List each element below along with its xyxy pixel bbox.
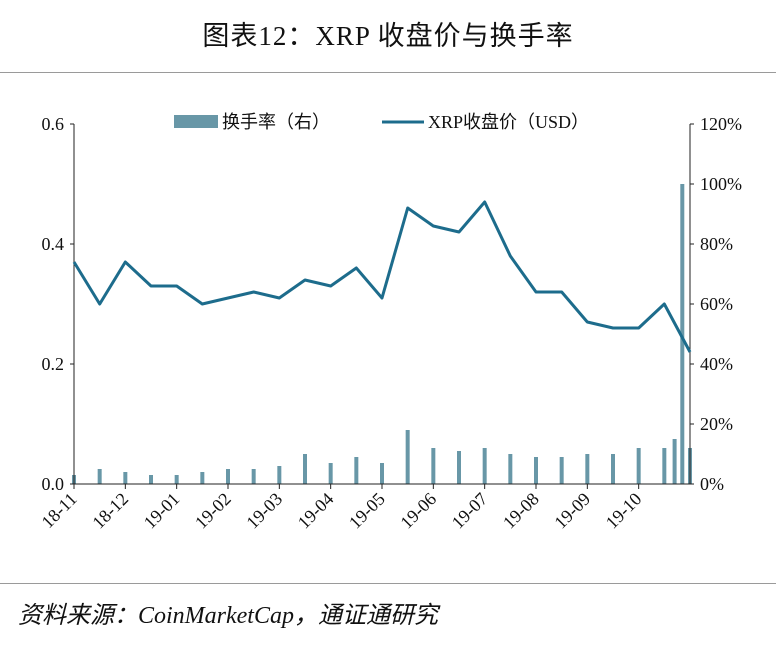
title-divider [0, 72, 776, 73]
source-divider [0, 583, 776, 584]
turnover-bar [672, 439, 677, 484]
right-tick-label: 80% [700, 234, 733, 254]
turnover-bar [380, 463, 384, 484]
turnover-bar [534, 457, 538, 484]
left-tick-label: 0.0 [42, 474, 65, 494]
x-tick-label: 19-05 [345, 489, 389, 533]
legend-bar-label: 换手率（右） [222, 112, 330, 132]
turnover-bars [72, 184, 692, 484]
right-tick-label: 40% [700, 354, 733, 374]
turnover-bar [680, 184, 685, 484]
x-tick-label: 18-11 [37, 489, 80, 532]
x-tick-label: 19-07 [448, 489, 492, 533]
right-tick-label: 100% [700, 174, 742, 194]
turnover-bar [662, 448, 667, 484]
turnover-bar [508, 454, 513, 484]
left-tick-label: 0.4 [42, 234, 65, 254]
x-tick-label: 19-06 [396, 489, 440, 533]
right-tick-label: 120% [700, 114, 742, 134]
x-tick-label: 19-08 [499, 489, 543, 533]
x-tick-label: 19-04 [294, 489, 338, 533]
turnover-bar [303, 454, 307, 484]
right-tick-label: 60% [700, 294, 733, 314]
turnover-bar [611, 454, 615, 484]
source-note: 资料来源：CoinMarketCap，通证通研究 [18, 603, 438, 629]
left-tick-group: 0.0 0.2 0.4 0.6 [42, 114, 74, 494]
x-tick-label: 19-10 [602, 489, 646, 533]
x-tick-label: 19-03 [242, 489, 286, 533]
legend-line-label: XRP收盘价（USD） [428, 112, 589, 132]
price-line [72, 200, 692, 353]
turnover-bar [97, 469, 102, 484]
turnover-bar [585, 454, 590, 484]
x-tick-label: 19-02 [191, 489, 235, 533]
turnover-bar [559, 457, 564, 484]
legend-bar-swatch [174, 115, 218, 128]
left-tick-label: 0.2 [42, 354, 65, 374]
turnover-bar [405, 430, 410, 484]
turnover-bar [174, 475, 179, 484]
x-tick-group: 18-11 18-12 19-01 19-02 19-03 19-04 19-05 19-06… [37, 484, 645, 533]
turnover-bar [431, 448, 436, 484]
right-tick-label: 20% [700, 414, 733, 434]
legend: 换手率（右） XRP收盘价（USD） [174, 112, 589, 132]
turnover-bar [354, 457, 359, 484]
right-tick-group: 0% 20% 40% 60% 80% 100% 120% [690, 114, 742, 494]
chart-svg: 0.0 0.2 0.4 0.6 0% 20% 40% 60% 80% 100% 120% 18-1… [37, 112, 742, 533]
turnover-bar [277, 466, 282, 484]
turnover-bar [226, 469, 230, 484]
axes [73, 124, 691, 485]
x-tick-label: 19-01 [140, 489, 184, 533]
turnover-bar [149, 475, 153, 484]
turnover-bar [123, 472, 128, 484]
x-tick-label: 19-09 [550, 489, 594, 533]
turnover-bar [636, 448, 641, 484]
turnover-bar [251, 469, 256, 484]
turnover-bar [457, 451, 461, 484]
chart-title: 图表12：XRP 收盘价与换手率 [202, 21, 574, 51]
x-tick-label: 18-12 [88, 489, 132, 533]
right-tick-label: 0% [700, 474, 724, 494]
left-tick-label: 0.6 [42, 114, 65, 134]
turnover-bar [482, 448, 487, 484]
turnover-bar [200, 472, 205, 484]
turnover-bar [328, 463, 333, 484]
